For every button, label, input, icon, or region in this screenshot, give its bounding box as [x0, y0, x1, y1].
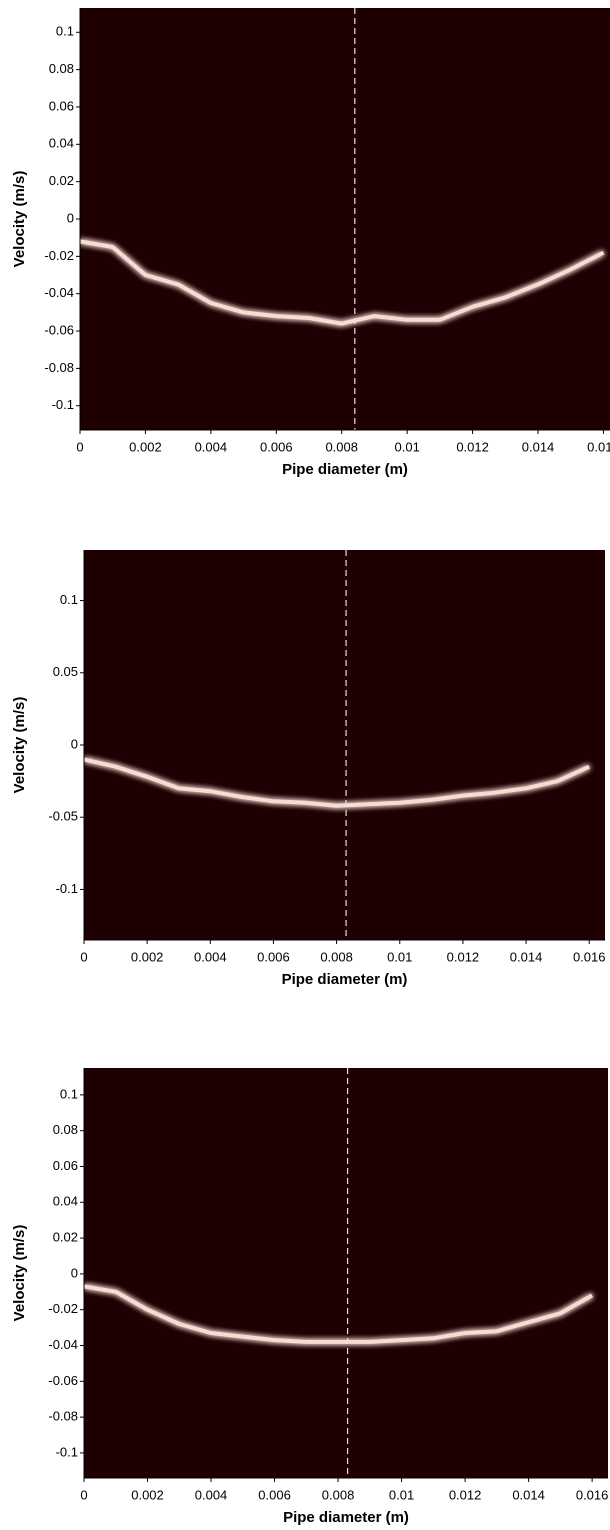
x-tick-label: 0	[76, 439, 83, 454]
x-tick-label: 0.014	[522, 439, 555, 454]
y-tick-label: 0.05	[53, 664, 78, 679]
velocity-ridge	[84, 1284, 594, 1344]
x-tick-label: 0.014	[510, 949, 543, 964]
y-tick-label: 0.04	[49, 136, 74, 151]
y-tick-label: 0.04	[53, 1194, 78, 1209]
plot-area	[84, 1068, 594, 1478]
x-tick-label: 0.006	[257, 949, 290, 964]
x-axis-label: Pipe diameter (m)	[282, 461, 408, 478]
x-tick-label: 0.004	[195, 439, 228, 454]
x-tick-label: 0	[80, 1487, 87, 1502]
x-tick-label: 0.006	[260, 439, 293, 454]
x-tick-label: 0.016	[587, 439, 610, 454]
y-tick-label: 0.08	[49, 61, 74, 76]
y-tick-label: 0	[67, 210, 74, 225]
y-tick-label: -0.05	[48, 809, 78, 824]
y-tick-label: -0.1	[56, 881, 78, 896]
y-tick-label: 0.06	[49, 98, 74, 113]
y-tick-label: 0.1	[60, 592, 78, 607]
y-tick-label: -0.04	[44, 285, 74, 300]
plot-background	[80, 8, 610, 430]
x-tick-label: 0.002	[131, 949, 164, 964]
x-tick-label: 0.002	[131, 1487, 164, 1502]
y-tick-label: -0.1	[52, 397, 74, 412]
y-tick-label: 0.1	[56, 24, 74, 39]
x-tick-label: 0.002	[129, 439, 162, 454]
plot-area	[80, 8, 605, 430]
y-tick-label: -0.02	[44, 248, 74, 263]
velocity-ridge	[80, 239, 605, 326]
velocity-ridge	[84, 757, 591, 808]
x-tick-label: 0.016	[573, 949, 606, 964]
y-axis-label: Velocity (m/s)	[11, 1225, 28, 1322]
y-axis-label: Velocity (m/s)	[11, 697, 28, 794]
x-tick-label: 0.006	[258, 1487, 291, 1502]
y-tick-label: -0.04	[48, 1337, 78, 1352]
y-tick-label: 0	[71, 736, 78, 751]
y-tick-label: 0	[71, 1265, 78, 1280]
x-tick-label: 0.014	[512, 1487, 545, 1502]
plot-background	[84, 1068, 608, 1478]
x-axis-label: Pipe diameter (m)	[283, 1509, 409, 1526]
y-tick-label: -0.08	[44, 360, 74, 375]
x-tick-label: 0.012	[456, 439, 489, 454]
x-tick-label: 0.008	[325, 439, 358, 454]
y-tick-label: -0.08	[48, 1409, 78, 1424]
x-tick-label: 0.008	[322, 1487, 355, 1502]
x-tick-label: 0.01	[395, 439, 420, 454]
x-tick-label: 0	[80, 949, 87, 964]
x-tick-label: 0.004	[195, 1487, 228, 1502]
x-tick-label: 0.012	[447, 949, 480, 964]
y-tick-label: -0.06	[48, 1373, 78, 1388]
x-tick-label: 0.016	[576, 1487, 609, 1502]
x-tick-label: 0.004	[194, 949, 227, 964]
x-tick-label: 0.01	[387, 949, 412, 964]
y-axis-label: Velocity (m/s)	[11, 171, 28, 268]
y-tick-label: -0.1	[56, 1444, 78, 1459]
y-tick-label: 0.02	[53, 1230, 78, 1245]
y-tick-label: 0.06	[53, 1158, 78, 1173]
y-tick-label: 0.02	[49, 173, 74, 188]
y-tick-label: -0.02	[48, 1301, 78, 1316]
x-axis-label: Pipe diameter (m)	[282, 971, 408, 988]
y-tick-label: -0.06	[44, 322, 74, 337]
x-tick-label: 0.008	[320, 949, 353, 964]
plot-background	[84, 550, 605, 940]
plot-area	[84, 550, 591, 940]
y-tick-label: 0.1	[60, 1086, 78, 1101]
x-tick-label: 0.01	[389, 1487, 414, 1502]
x-tick-label: 0.012	[449, 1487, 482, 1502]
y-tick-label: 0.08	[53, 1122, 78, 1137]
